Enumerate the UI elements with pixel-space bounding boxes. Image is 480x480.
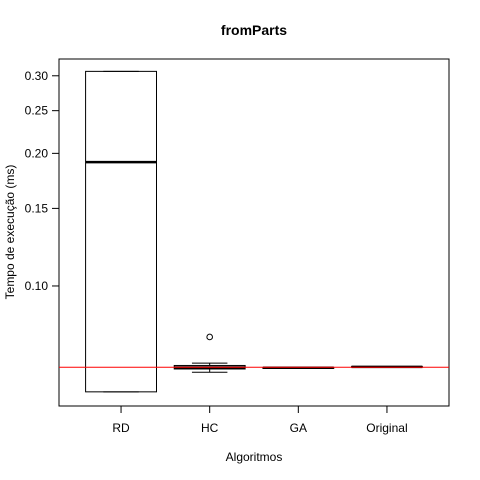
box-ga — [262, 366, 335, 370]
x-tick-label: RD — [112, 421, 130, 435]
y-tick-label: 0.15 — [25, 201, 49, 215]
y-axis-label: Tempo de execução (ms) — [3, 165, 17, 300]
y-tick-label: 0.30 — [25, 69, 49, 83]
x-tick-label: GA — [290, 421, 307, 435]
x-axis-label: Algoritmos — [226, 450, 283, 464]
y-axis: 0.10 0.15 0.20 0.25 0.30 — [25, 69, 59, 293]
x-tick-label: HC — [201, 421, 219, 435]
box-body — [85, 70, 157, 393]
box-rd — [85, 70, 157, 393]
y-tick-label: 0.25 — [25, 104, 49, 118]
plot-frame — [58, 58, 450, 407]
outlier-point — [206, 333, 213, 341]
x-tick-label: Original — [366, 421, 407, 435]
x-axis: RD HC GA Original — [112, 406, 408, 435]
chart-title: fromParts — [221, 22, 287, 38]
y-tick-label: 0.20 — [25, 146, 49, 160]
y-tick-label: 0.10 — [25, 279, 49, 293]
